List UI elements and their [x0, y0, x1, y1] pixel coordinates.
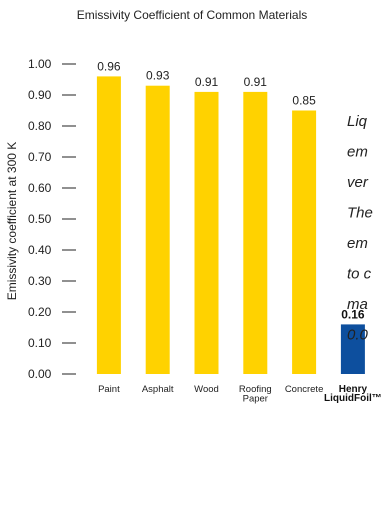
annotation-line: ma	[347, 296, 368, 313]
x-tick-label: Concrete	[285, 384, 324, 395]
bar	[340, 324, 365, 374]
x-tick-label: Roofing	[239, 384, 272, 395]
y-tick-label: 1.00	[28, 57, 52, 71]
bar-value-label: 0.91	[244, 75, 268, 89]
bar-value-label: 0.93	[146, 69, 170, 83]
annotation-line: 0.0	[347, 327, 369, 344]
bar	[96, 76, 121, 375]
x-tick-label: Paint	[98, 384, 120, 395]
y-tick-label: 0.60	[28, 181, 52, 195]
x-tick-label: Henry	[339, 384, 368, 395]
annotation-text: Liq em ver The em to c ma 0.0	[347, 113, 373, 344]
x-tick-label: Wood	[194, 384, 219, 395]
bars	[96, 76, 365, 375]
y-tick-label: 0.00	[28, 367, 52, 381]
bar-value-label: 0.85	[292, 94, 316, 108]
x-tick-label: LiquidFoil™	[324, 393, 382, 404]
bar	[194, 91, 219, 375]
x-tick-label: Paper	[243, 394, 268, 405]
x-tick-label: Asphalt	[142, 384, 174, 395]
bar-value-label: 0.96	[97, 59, 121, 73]
bar-value-label: 0.91	[195, 75, 219, 89]
y-tick-label: 0.20	[28, 305, 52, 319]
annotation-line: Liq	[347, 113, 368, 130]
annotation-line: em	[347, 144, 368, 161]
bar-value-label: 0.16	[341, 307, 365, 321]
bar	[243, 91, 268, 375]
y-axis-ticks: 0.00 0.10 0.20 0.30 0.40 0.50 0.60 0.70 0.80 0.90…	[28, 57, 76, 381]
y-tick-label: 0.10	[28, 336, 52, 350]
annotation-line: em	[347, 235, 368, 252]
y-axis-label: Emissivity coefficient at 300 K	[5, 142, 19, 301]
y-tick-label: 0.40	[28, 243, 52, 257]
annotation-line: ver	[347, 174, 369, 191]
y-tick-label: 0.80	[28, 119, 52, 133]
y-tick-label: 0.50	[28, 212, 52, 226]
bar	[145, 85, 170, 374]
y-tick-label: 0.90	[28, 88, 52, 102]
annotation-line: to c	[347, 266, 372, 283]
annotation-line: The	[347, 205, 373, 222]
bar	[292, 110, 317, 374]
y-tick-label: 0.30	[28, 274, 52, 288]
y-tick-label: 0.70	[28, 150, 52, 164]
value-labels: 0.96 0.93 0.91 0.91 0.85 0.16	[97, 59, 365, 321]
chart-title: Emissivity Coefficient of Common Materia…	[77, 8, 308, 22]
